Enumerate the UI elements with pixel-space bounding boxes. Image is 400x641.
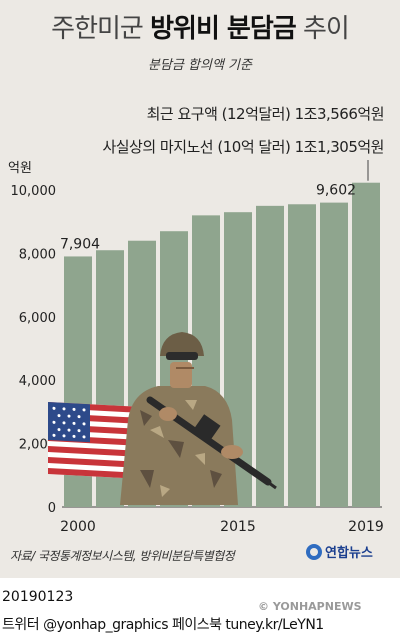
bar-2009 [352,182,380,508]
page-title: 주한미군 방위비 분담금 추이 [0,8,400,45]
bar-chart: 억원 0 2,000 4,000 6,000 8,000 10,000 2000 2015 201… [8,160,384,535]
note-requested-amount: 최근 요구액 (12억달러) 1조3,566억원 [146,105,385,123]
title-light: 주한미군 [51,14,144,44]
bar-2008 [320,202,348,508]
x-tick-label: 2019 [348,519,384,535]
y-tick-label: 10,000 [11,184,57,199]
y-tick-label: 8,000 [19,247,56,262]
y-tick-label: 4,000 [19,374,56,389]
soldier-icon [120,332,277,505]
x-tick-label: 2015 [220,519,256,535]
data-label: 7,904 [60,236,100,252]
publish-date: 20190123 [2,589,74,605]
data-label: 9,602 [316,183,356,199]
bar-2007 [288,204,316,507]
social-links: 트위터 @yonhap_graphics 페이스북 tuney.kr/LeYN1 [2,617,324,633]
yonhap-logo-text: 연합뉴스 [325,546,373,561]
y-tick-label: 6,000 [19,311,56,326]
yonhap-logo: 연합뉴스 [306,542,373,561]
x-tick-label: 2000 [60,519,96,535]
subtitle: 분담금 합의액 기준 [148,58,252,73]
title-suffix: 추이 [302,14,350,44]
y-axis-unit-label: 억원 [8,161,32,176]
title-bold: 방위비 분담금 [150,14,297,44]
y-tick-label: 2,000 [19,438,56,453]
note-maginot-line: 사실상의 마지노선 (10억 달러) 1조1,305억원 [102,138,384,156]
yonhap-logo-icon [306,543,322,560]
source-note: 자료/ 국정통계정보시스템, 방위비분담특별협정 [10,549,235,563]
chart-labels: 억원 0 2,000 4,000 6,000 8,000 10,000 2000 2015 201… [8,161,384,535]
bar-2006 [256,205,284,507]
watermark: © YONHAPNEWS [258,600,362,613]
flag-canton [48,402,90,443]
y-tick-label: 0 [48,501,56,516]
us-flag-icon [48,402,140,479]
